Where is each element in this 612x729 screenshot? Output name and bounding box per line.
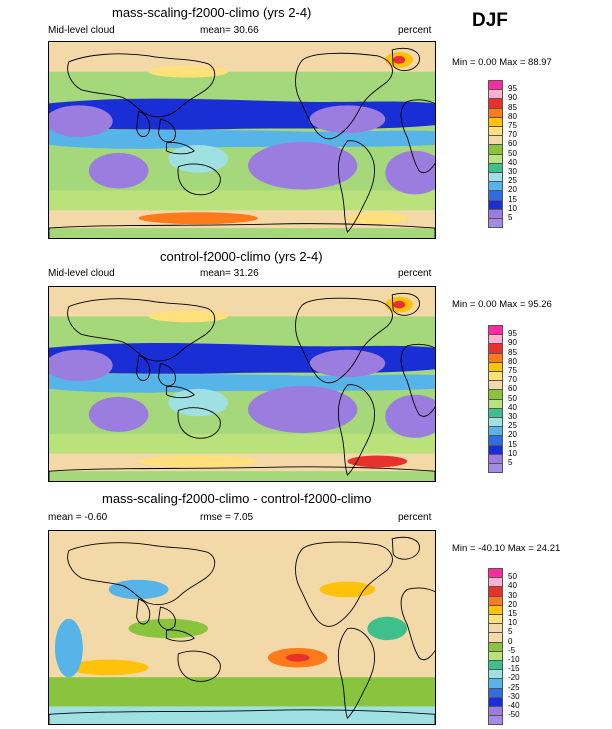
colorbar-tick-label: 25 bbox=[508, 421, 517, 431]
season-label: DJF bbox=[472, 10, 508, 31]
colorbar-tick-label: 95 bbox=[508, 84, 517, 94]
panel-2-minmax: Min = 0.00 Max = 95.26 bbox=[452, 299, 552, 310]
colorbar-tick-label: 95 bbox=[508, 329, 517, 339]
colorbar-tick-label: -40 bbox=[508, 701, 520, 710]
colorbar-tick-label: 5 bbox=[508, 627, 513, 637]
colorbar-tick-label: 20 bbox=[508, 599, 517, 609]
panel-1-title: mass-scaling-f2000-climo (yrs 2-4) bbox=[112, 5, 312, 20]
panel-2-title: control-f2000-climo (yrs 2-4) bbox=[160, 249, 323, 264]
colorbar-tick-label: -25 bbox=[508, 682, 520, 692]
panel-2-mean-label: mean= 31.26 bbox=[200, 268, 259, 279]
colorbar-tick-label: 80 bbox=[508, 111, 517, 121]
panel-1-mean-label: mean= 30.66 bbox=[200, 25, 259, 36]
panel-3-colorbar: 50 40 30 20 15 10 5 0 -5 -10 -15 -20 -25 -30 -40 -50 bbox=[488, 568, 528, 726]
colorbar-tick-label: 10 bbox=[508, 448, 517, 458]
panel-1-map bbox=[48, 41, 436, 239]
colorbar-swatch bbox=[488, 463, 503, 474]
colorbar-swatch bbox=[488, 218, 503, 229]
colorbar-tick-label: 85 bbox=[508, 102, 517, 112]
panel-1-colorbar: 95 90 85 80 75 70 60 50 40 30 25 20 15 10 5 bbox=[488, 80, 528, 235]
colorbar-tick-label: 50 bbox=[508, 148, 517, 158]
colorbar-tick-label: 60 bbox=[508, 139, 517, 149]
colorbar-tick-label: -30 bbox=[508, 691, 520, 701]
colorbar-tick-label: 15 bbox=[508, 609, 517, 618]
colorbar-tick-label: 30 bbox=[508, 412, 517, 421]
panel-3-rmse-label: rmse = 7.05 bbox=[200, 512, 254, 523]
colorbar-tick-label: 10 bbox=[508, 618, 517, 628]
panel-2-colorbar: 95 90 85 80 75 70 60 50 40 30 25 20 15 10 5 bbox=[488, 325, 528, 480]
colorbar-tick-label: 5 bbox=[508, 458, 513, 467]
panel-3-title: mass-scaling-f2000-climo - control-f2000… bbox=[102, 491, 372, 506]
colorbar-tick-label: 70 bbox=[508, 375, 517, 385]
panel-3-map bbox=[48, 530, 436, 725]
colorbar-tick-label: 20 bbox=[508, 430, 517, 440]
panel-3-units-label: percent bbox=[398, 512, 432, 523]
panel-1-minmax: Min = 0.00 Max = 88.97 bbox=[452, 57, 552, 68]
colorbar-tick-label: -50 bbox=[508, 710, 520, 720]
colorbar-tick-label: 5 bbox=[508, 213, 513, 222]
panel-2-units-label: percent bbox=[398, 268, 432, 279]
panel-1-units-label: percent bbox=[398, 25, 432, 36]
colorbar-tick-label: 75 bbox=[508, 366, 517, 375]
colorbar-tick-label: 0 bbox=[508, 636, 513, 646]
panel-1-variable-label: Mid-level cloud bbox=[48, 25, 115, 36]
colorbar-tick-label: 40 bbox=[508, 581, 517, 591]
colorbar-swatch bbox=[488, 715, 503, 726]
colorbar-tick-label: 15 bbox=[508, 439, 517, 449]
colorbar-tick-label: 10 bbox=[508, 203, 517, 213]
colorbar-tick-label: 15 bbox=[508, 194, 517, 204]
colorbar-tick-label: 50 bbox=[508, 572, 517, 582]
colorbar-tick-label: 50 bbox=[508, 393, 517, 403]
colorbar-tick-label: 60 bbox=[508, 384, 517, 394]
colorbar-tick-label: 85 bbox=[508, 347, 517, 357]
panel-2-map bbox=[48, 286, 436, 482]
colorbar-tick-label: 40 bbox=[508, 157, 517, 167]
colorbar-tick-label: 30 bbox=[508, 167, 517, 176]
colorbar-tick-label: 30 bbox=[508, 590, 517, 600]
colorbar-tick-label: -15 bbox=[508, 664, 520, 674]
colorbar-tick-label: 40 bbox=[508, 402, 517, 412]
colorbar-tick-label: -5 bbox=[508, 645, 516, 655]
colorbar-tick-label: 75 bbox=[508, 121, 517, 130]
colorbar-tick-label: 90 bbox=[508, 338, 517, 348]
colorbar-tick-label: 80 bbox=[508, 356, 517, 366]
colorbar-tick-label: 25 bbox=[508, 176, 517, 186]
panel-3-minmax: Min = -40.10 Max = 24.21 bbox=[452, 543, 561, 554]
colorbar-tick-label: 90 bbox=[508, 93, 517, 103]
colorbar-tick-label: -10 bbox=[508, 655, 520, 664]
colorbar-tick-label: 70 bbox=[508, 130, 517, 140]
panel-3-mean-label: mean = -0.60 bbox=[48, 512, 108, 523]
colorbar-tick-label: -20 bbox=[508, 673, 520, 683]
panel-2-variable-label: Mid-level cloud bbox=[48, 268, 115, 279]
colorbar-tick-label: 20 bbox=[508, 185, 517, 195]
